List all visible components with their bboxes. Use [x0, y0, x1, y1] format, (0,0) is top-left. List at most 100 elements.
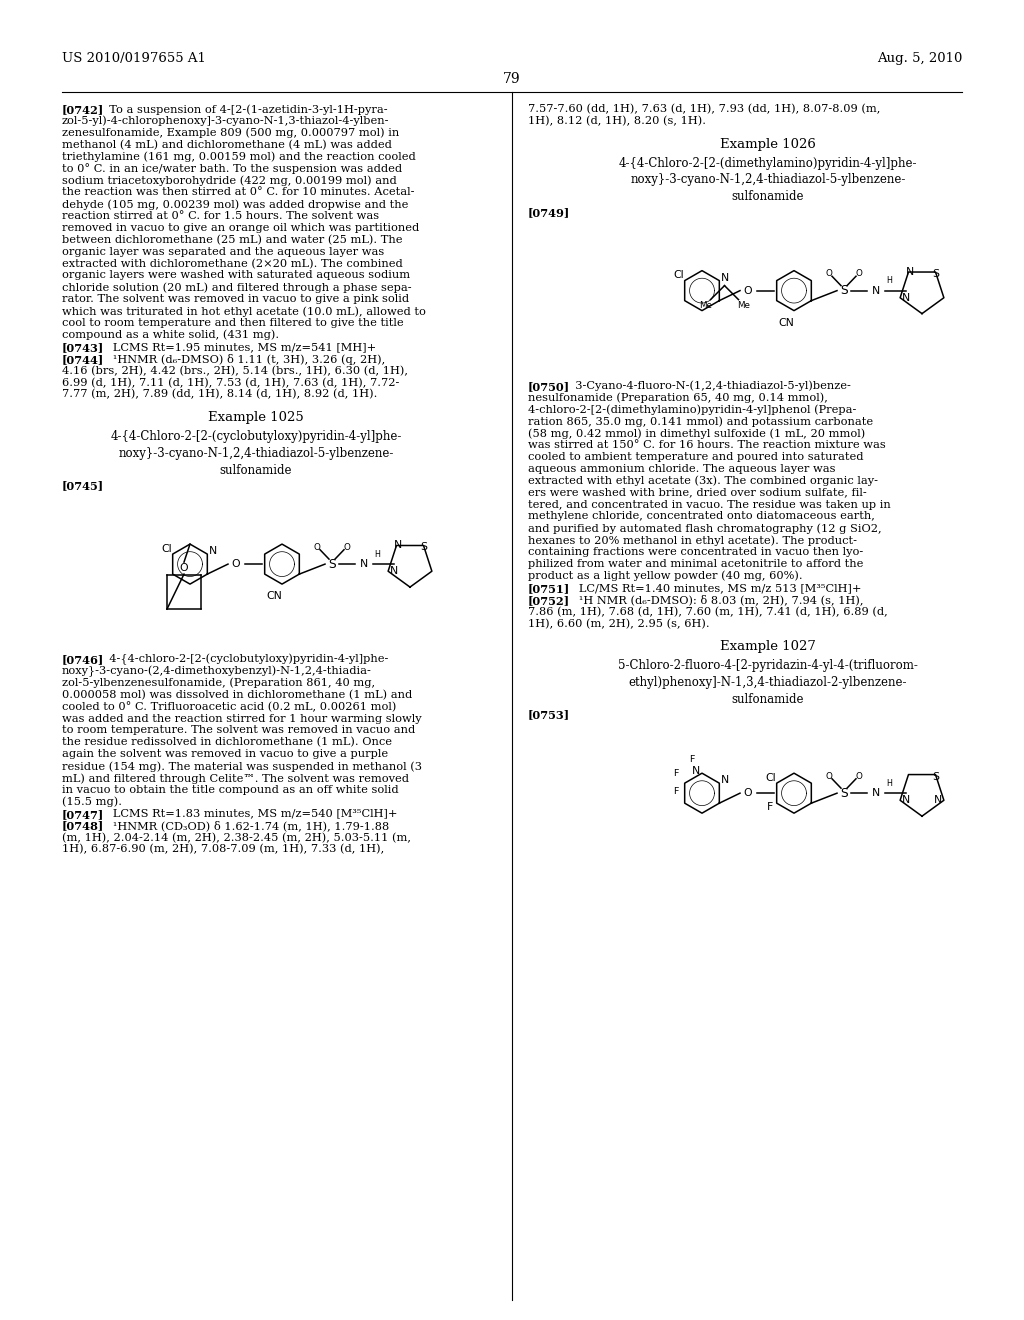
Text: O: O — [344, 543, 350, 552]
Text: [0742]: [0742] — [62, 104, 104, 115]
Text: ¹HNMR (d₆-DMSO) δ 1.11 (t, 3H), 3.26 (q, 2H),: ¹HNMR (d₆-DMSO) δ 1.11 (t, 3H), 3.26 (q,… — [102, 354, 385, 364]
Text: N: N — [394, 540, 402, 550]
Text: was added and the reaction stirred for 1 hour warming slowly: was added and the reaction stirred for 1… — [62, 714, 422, 723]
Text: 7.77 (m, 2H), 7.89 (dd, 1H), 8.14 (d, 1H), 8.92 (d, 1H).: 7.77 (m, 2H), 7.89 (dd, 1H), 8.14 (d, 1H… — [62, 389, 378, 400]
Text: LCMS Rt=1.95 minutes, MS m/z=541 [MH]+: LCMS Rt=1.95 minutes, MS m/z=541 [MH]+ — [102, 342, 376, 352]
Text: S: S — [420, 543, 427, 553]
Text: N: N — [721, 775, 729, 785]
Text: tered, and concentrated in vacuo. The residue was taken up in: tered, and concentrated in vacuo. The re… — [528, 499, 891, 510]
Text: rator. The solvent was removed in vacuo to give a pink solid: rator. The solvent was removed in vacuo … — [62, 294, 410, 304]
Text: N: N — [692, 766, 700, 776]
Text: residue (154 mg). The material was suspended in methanol (3: residue (154 mg). The material was suspe… — [62, 762, 422, 772]
Text: Me: Me — [737, 301, 750, 310]
Text: 5-Chloro-2-fluoro-4-[2-pyridazin-4-yl-4-(trifluorom-: 5-Chloro-2-fluoro-4-[2-pyridazin-4-yl-4-… — [618, 660, 918, 672]
Text: F: F — [674, 787, 679, 796]
Text: hexanes to 20% methanol in ethyl acetate). The product-: hexanes to 20% methanol in ethyl acetate… — [528, 535, 857, 545]
Text: 4-{4-Chloro-2-[2-(cyclobutyloxy)pyridin-4-yl]phe-: 4-{4-Chloro-2-[2-(cyclobutyloxy)pyridin-… — [111, 430, 401, 444]
Text: Cl: Cl — [162, 544, 172, 553]
Text: H: H — [374, 549, 380, 558]
Text: 3-Cyano-4-fluoro-N-(1,2,4-thiadiazol-5-yl)benze-: 3-Cyano-4-fluoro-N-(1,2,4-thiadiazol-5-y… — [568, 380, 851, 391]
Text: 7.57-7.60 (dd, 1H), 7.63 (d, 1H), 7.93 (dd, 1H), 8.07-8.09 (m,: 7.57-7.60 (dd, 1H), 7.63 (d, 1H), 7.93 (… — [528, 104, 881, 115]
Text: O: O — [856, 772, 862, 780]
Text: reaction stirred at 0° C. for 1.5 hours. The solvent was: reaction stirred at 0° C. for 1.5 hours.… — [62, 211, 379, 220]
Text: 6.99 (d, 1H), 7.11 (d, 1H), 7.53 (d, 1H), 7.63 (d, 1H), 7.72-: 6.99 (d, 1H), 7.11 (d, 1H), 7.53 (d, 1H)… — [62, 378, 399, 388]
Text: F: F — [689, 755, 694, 764]
Text: O: O — [313, 543, 321, 552]
Text: chloride solution (20 mL) and filtered through a phase sepa-: chloride solution (20 mL) and filtered t… — [62, 282, 412, 293]
Text: Cl: Cl — [765, 772, 776, 783]
Text: again the solvent was removed in vacuo to give a purple: again the solvent was removed in vacuo t… — [62, 750, 388, 759]
Text: O: O — [743, 285, 753, 296]
Text: cooled to 0° C. Trifluoroacetic acid (0.2 mL, 0.00261 mol): cooled to 0° C. Trifluoroacetic acid (0.… — [62, 702, 396, 713]
Text: sulfonamide: sulfonamide — [732, 693, 804, 706]
Text: Aug. 5, 2010: Aug. 5, 2010 — [877, 51, 962, 65]
Text: [0748]: [0748] — [62, 821, 104, 832]
Text: 4-{4-chloro-2-[2-(cyclobutyloxy)pyridin-4-yl]phe-: 4-{4-chloro-2-[2-(cyclobutyloxy)pyridin-… — [102, 655, 388, 665]
Text: removed in vacuo to give an orange oil which was partitioned: removed in vacuo to give an orange oil w… — [62, 223, 419, 232]
Text: in vacuo to obtain the title compound as an off white solid: in vacuo to obtain the title compound as… — [62, 785, 398, 795]
Text: ¹H NMR (d₆-DMSO): δ 8.03 (m, 2H), 7.94 (s, 1H),: ¹H NMR (d₆-DMSO): δ 8.03 (m, 2H), 7.94 (… — [568, 594, 863, 606]
Text: [0749]: [0749] — [528, 207, 570, 218]
Text: dehyde (105 mg, 0.00239 mol) was added dropwise and the: dehyde (105 mg, 0.00239 mol) was added d… — [62, 199, 409, 210]
Text: noxy}-3-cyano-(2,4-dimethoxybenzyl)-N-1,2,4-thiadia-: noxy}-3-cyano-(2,4-dimethoxybenzyl)-N-1,… — [62, 667, 372, 677]
Text: [0743]: [0743] — [62, 342, 104, 352]
Text: 4.16 (brs, 2H), 4.42 (brs., 2H), 5.14 (brs., 1H), 6.30 (d, 1H),: 4.16 (brs, 2H), 4.42 (brs., 2H), 5.14 (b… — [62, 366, 408, 376]
Text: 4-chloro-2-[2-(dimethylamino)pyridin-4-yl]phenol (Prepa-: 4-chloro-2-[2-(dimethylamino)pyridin-4-y… — [528, 404, 856, 414]
Text: 1H), 8.12 (d, 1H), 8.20 (s, 1H).: 1H), 8.12 (d, 1H), 8.20 (s, 1H). — [528, 116, 706, 127]
Text: 4-{4-Chloro-2-[2-(dimethylamino)pyridin-4-yl]phe-: 4-{4-Chloro-2-[2-(dimethylamino)pyridin-… — [618, 157, 918, 170]
Text: the residue redissolved in dichloromethane (1 mL). Once: the residue redissolved in dichlorometha… — [62, 738, 392, 747]
Text: Example 1025: Example 1025 — [208, 412, 304, 424]
Text: N: N — [390, 566, 398, 577]
Text: aqueous ammonium chloride. The aqueous layer was: aqueous ammonium chloride. The aqueous l… — [528, 463, 836, 474]
Text: N: N — [871, 788, 880, 799]
Text: zol-5-yl)-4-chlorophenoxy]-3-cyano-N-1,3-thiazol-4-ylben-: zol-5-yl)-4-chlorophenoxy]-3-cyano-N-1,3… — [62, 116, 389, 127]
Text: which was triturated in hot ethyl acetate (10.0 mL), allowed to: which was triturated in hot ethyl acetat… — [62, 306, 426, 317]
Text: S: S — [328, 557, 336, 570]
Text: (15.5 mg).: (15.5 mg). — [62, 797, 122, 808]
Text: N: N — [902, 293, 910, 302]
Text: triethylamine (161 mg, 0.00159 mol) and the reaction cooled: triethylamine (161 mg, 0.00159 mol) and … — [62, 152, 416, 162]
Text: between dichloromethane (25 mL) and water (25 mL). The: between dichloromethane (25 mL) and wate… — [62, 235, 402, 246]
Text: Example 1026: Example 1026 — [720, 137, 816, 150]
Text: product as a light yellow powder (40 mg, 60%).: product as a light yellow powder (40 mg,… — [528, 570, 803, 581]
Text: ethyl)phenoxy]-N-1,3,4-thiadiazol-2-ylbenzene-: ethyl)phenoxy]-N-1,3,4-thiadiazol-2-ylbe… — [629, 676, 907, 689]
Text: extracted with ethyl acetate (3x). The combined organic lay-: extracted with ethyl acetate (3x). The c… — [528, 475, 878, 486]
Text: 1H), 6.60 (m, 2H), 2.95 (s, 6H).: 1H), 6.60 (m, 2H), 2.95 (s, 6H). — [528, 619, 710, 628]
Text: to 0° C. in an ice/water bath. To the suspension was added: to 0° C. in an ice/water bath. To the su… — [62, 164, 402, 174]
Text: [0744]: [0744] — [62, 354, 104, 364]
Text: 1H), 6.87-6.90 (m, 2H), 7.08-7.09 (m, 1H), 7.33 (d, 1H),: 1H), 6.87-6.90 (m, 2H), 7.08-7.09 (m, 1H… — [62, 845, 384, 854]
Text: zol-5-ylbenzenesulfonamide, (Preparation 861, 40 mg,: zol-5-ylbenzenesulfonamide, (Preparation… — [62, 678, 375, 689]
Text: methanol (4 mL) and dichloromethane (4 mL) was added: methanol (4 mL) and dichloromethane (4 m… — [62, 140, 392, 150]
Text: [0746]: [0746] — [62, 655, 104, 665]
Text: 0.000058 mol) was dissolved in dichloromethane (1 mL) and: 0.000058 mol) was dissolved in dichlorom… — [62, 690, 413, 700]
Text: O: O — [825, 269, 833, 279]
Text: mL) and filtered through Celite™. The solvent was removed: mL) and filtered through Celite™. The so… — [62, 774, 409, 784]
Text: O: O — [743, 788, 753, 799]
Text: to room temperature. The solvent was removed in vacuo and: to room temperature. The solvent was rem… — [62, 726, 416, 735]
Text: Cl: Cl — [674, 271, 684, 280]
Text: ¹HNMR (CD₃OD) δ 1.62-1.74 (m, 1H), 1.79-1.88: ¹HNMR (CD₃OD) δ 1.62-1.74 (m, 1H), 1.79-… — [102, 821, 389, 832]
Text: the reaction was then stirred at 0° C. for 10 minutes. Acetal-: the reaction was then stirred at 0° C. f… — [62, 187, 415, 197]
Text: H: H — [886, 276, 892, 285]
Text: compound as a white solid, (431 mg).: compound as a white solid, (431 mg). — [62, 330, 280, 341]
Text: N: N — [934, 795, 942, 805]
Text: Me: Me — [699, 301, 712, 310]
Text: cool to room temperature and then filtered to give the title: cool to room temperature and then filter… — [62, 318, 403, 327]
Text: S: S — [840, 284, 848, 297]
Text: organic layer was separated and the aqueous layer was: organic layer was separated and the aque… — [62, 247, 384, 256]
Text: US 2010/0197655 A1: US 2010/0197655 A1 — [62, 51, 206, 65]
Text: F: F — [767, 803, 773, 812]
Text: containing fractions were concentrated in vacuo then lyo-: containing fractions were concentrated i… — [528, 546, 863, 557]
Text: F: F — [674, 768, 679, 777]
Text: To a suspension of 4-[2-(1-azetidin-3-yl-1H-pyra-: To a suspension of 4-[2-(1-azetidin-3-yl… — [102, 104, 388, 115]
Text: zenesulfonamide, Example 809 (500 mg, 0.000797 mol) in: zenesulfonamide, Example 809 (500 mg, 0.… — [62, 128, 399, 139]
Text: N: N — [902, 795, 910, 805]
Text: 7.86 (m, 1H), 7.68 (d, 1H), 7.60 (m, 1H), 7.41 (d, 1H), 6.89 (d,: 7.86 (m, 1H), 7.68 (d, 1H), 7.60 (m, 1H)… — [528, 607, 888, 616]
Text: Example 1027: Example 1027 — [720, 640, 816, 653]
Text: was stirred at 150° C. for 16 hours. The reaction mixture was: was stirred at 150° C. for 16 hours. The… — [528, 440, 886, 450]
Text: N: N — [209, 546, 217, 556]
Text: O: O — [179, 564, 188, 573]
Text: O: O — [231, 560, 241, 569]
Text: CN: CN — [778, 318, 794, 327]
Text: [0745]: [0745] — [62, 480, 104, 491]
